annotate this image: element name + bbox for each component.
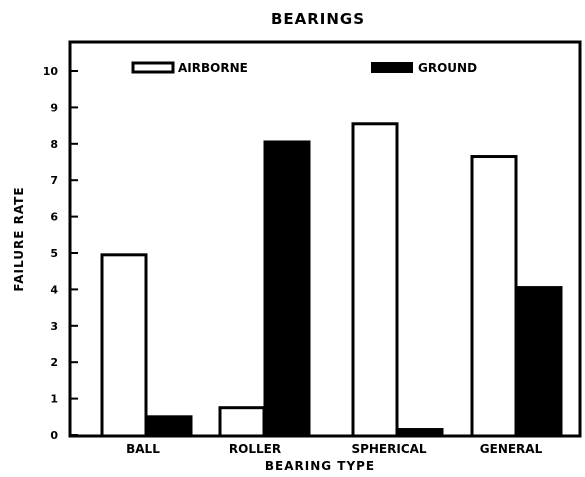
y-tick-label: 7 bbox=[50, 174, 58, 187]
legend-swatch-airborne bbox=[131, 61, 175, 74]
legend-label-airborne: AIRBORNE bbox=[178, 61, 248, 75]
bar-ground-general bbox=[515, 286, 563, 438]
y-tick-label: 8 bbox=[50, 138, 58, 151]
x-category-label: SPHERICAL bbox=[351, 442, 426, 456]
legend-swatch-ground bbox=[371, 62, 413, 73]
bar-airborne-general bbox=[470, 155, 518, 438]
x-category-label: ROLLER bbox=[229, 442, 281, 456]
bar-ground-spherical bbox=[396, 428, 444, 438]
bars bbox=[100, 122, 563, 438]
x-category-label: BALL bbox=[126, 442, 160, 456]
bar-airborne-spherical bbox=[351, 122, 399, 438]
x-axis-label: BEARING TYPE bbox=[265, 459, 375, 473]
y-tick-label: 9 bbox=[50, 101, 58, 114]
y-tick-label: 4 bbox=[50, 283, 58, 296]
bar-airborne-ball bbox=[100, 253, 148, 438]
bar-ground-roller bbox=[263, 140, 311, 438]
x-category-label: GENERAL bbox=[480, 442, 543, 456]
category-labels: BALL ROLLER SPHERICAL GENERAL bbox=[126, 442, 542, 456]
y-axis-label: FAILURE RATE bbox=[12, 186, 26, 291]
y-tick-label: 6 bbox=[50, 211, 58, 224]
chart-title: BEARINGS bbox=[271, 10, 365, 28]
y-tick-label: 3 bbox=[50, 320, 58, 333]
y-tick-label: 2 bbox=[50, 356, 58, 369]
y-tick-label: 1 bbox=[50, 393, 58, 406]
y-axis: 0 1 2 3 4 5 6 7 8 9 10 bbox=[43, 65, 78, 442]
y-tick-label: 5 bbox=[50, 247, 58, 260]
legend-label-ground: GROUND bbox=[418, 61, 477, 75]
bar-airborne-roller bbox=[218, 406, 266, 438]
bar-ground-ball bbox=[145, 415, 193, 438]
plot-frame bbox=[68, 40, 582, 438]
y-tick-label: 0 bbox=[50, 429, 58, 442]
legend: AIRBORNE GROUND bbox=[131, 61, 477, 75]
y-tick-label: 10 bbox=[43, 65, 59, 78]
